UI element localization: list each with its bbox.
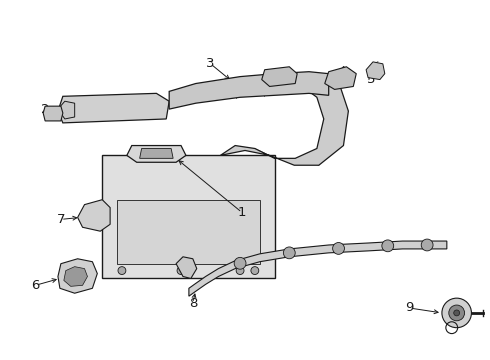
Polygon shape bbox=[189, 241, 447, 296]
Polygon shape bbox=[127, 145, 186, 162]
Circle shape bbox=[442, 298, 471, 328]
Polygon shape bbox=[102, 156, 274, 278]
Text: 7: 7 bbox=[57, 213, 65, 226]
Text: 2: 2 bbox=[41, 103, 49, 116]
Text: 5: 5 bbox=[367, 73, 375, 86]
Circle shape bbox=[118, 267, 126, 275]
Circle shape bbox=[236, 267, 244, 275]
Polygon shape bbox=[220, 74, 348, 165]
Polygon shape bbox=[262, 67, 297, 86]
Polygon shape bbox=[64, 267, 88, 286]
Circle shape bbox=[454, 310, 460, 316]
Polygon shape bbox=[77, 200, 110, 231]
Polygon shape bbox=[117, 200, 260, 264]
Text: 3: 3 bbox=[206, 57, 215, 70]
Polygon shape bbox=[58, 93, 169, 123]
Polygon shape bbox=[58, 101, 74, 119]
Circle shape bbox=[251, 267, 259, 275]
Polygon shape bbox=[325, 67, 356, 89]
Circle shape bbox=[177, 267, 185, 275]
Circle shape bbox=[234, 257, 246, 269]
Polygon shape bbox=[140, 148, 173, 158]
Circle shape bbox=[333, 243, 344, 254]
Text: 4: 4 bbox=[280, 80, 289, 93]
Polygon shape bbox=[58, 259, 98, 293]
Circle shape bbox=[449, 305, 465, 321]
Polygon shape bbox=[176, 257, 197, 278]
Polygon shape bbox=[169, 72, 329, 109]
Text: 6: 6 bbox=[31, 279, 40, 292]
Circle shape bbox=[421, 239, 433, 251]
Text: 1: 1 bbox=[238, 206, 246, 219]
Polygon shape bbox=[43, 106, 63, 121]
Circle shape bbox=[382, 240, 393, 252]
Text: 8: 8 bbox=[189, 297, 197, 310]
Text: 9: 9 bbox=[405, 301, 414, 315]
Circle shape bbox=[283, 247, 295, 259]
Polygon shape bbox=[366, 62, 385, 80]
